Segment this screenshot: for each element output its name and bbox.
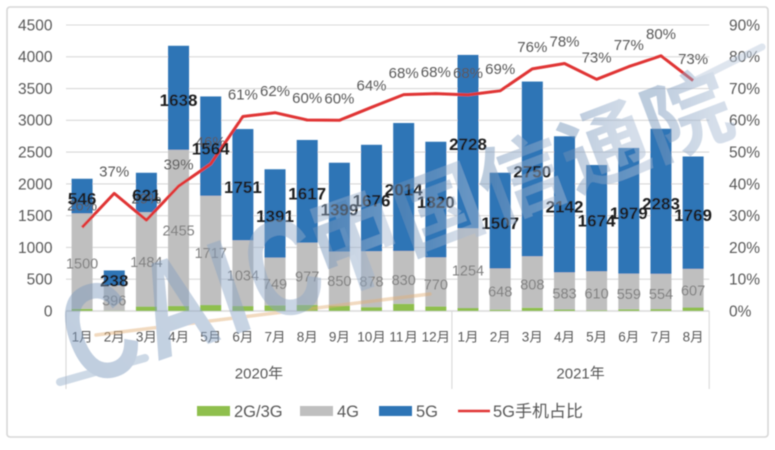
svg-text:6: 6 [618, 330, 626, 345]
svg-text:559: 559 [617, 287, 641, 303]
svg-text:770: 770 [424, 277, 448, 293]
svg-text:607: 607 [681, 284, 705, 300]
svg-text:2021: 2021 [556, 365, 589, 382]
svg-text:5: 5 [586, 330, 594, 345]
svg-text:60%: 60% [292, 90, 322, 107]
svg-text:4: 4 [554, 330, 562, 345]
svg-text:1769: 1769 [674, 206, 712, 225]
svg-text:10: 10 [357, 330, 372, 345]
svg-text:77%: 77% [614, 37, 644, 54]
svg-text:1: 1 [458, 330, 466, 345]
svg-text:1000: 1000 [18, 240, 53, 257]
svg-text:2: 2 [490, 330, 498, 345]
svg-text:610: 610 [584, 286, 608, 302]
svg-text:1751: 1751 [224, 178, 262, 197]
svg-text:68%: 68% [389, 65, 419, 82]
svg-text:2500: 2500 [18, 145, 53, 162]
svg-text:2020: 2020 [235, 365, 268, 382]
svg-text:546: 546 [68, 189, 96, 208]
svg-text:3: 3 [522, 330, 530, 345]
svg-text:76%: 76% [517, 39, 547, 56]
svg-text:39%: 39% [164, 156, 194, 173]
svg-text:69%: 69% [485, 61, 515, 78]
svg-text:1638: 1638 [160, 91, 198, 110]
svg-text:12: 12 [422, 330, 437, 345]
svg-text:20%: 20% [729, 240, 760, 257]
svg-text:4500: 4500 [18, 17, 53, 34]
svg-text:5G: 5G [493, 403, 515, 421]
svg-text:2728: 2728 [449, 135, 487, 154]
svg-text:60%: 60% [324, 91, 354, 108]
svg-text:1564: 1564 [192, 139, 230, 158]
svg-text:808: 808 [520, 278, 544, 294]
svg-text:73%: 73% [678, 51, 708, 68]
svg-text:2G/3G: 2G/3G [234, 403, 283, 421]
svg-text:0: 0 [44, 303, 53, 320]
svg-text:621: 621 [132, 186, 160, 205]
svg-text:0%: 0% [729, 303, 752, 320]
svg-text:10%: 10% [729, 272, 760, 289]
svg-text:78%: 78% [549, 34, 579, 51]
svg-text:40%: 40% [729, 176, 760, 193]
svg-text:554: 554 [649, 287, 673, 303]
svg-text:11: 11 [389, 330, 403, 345]
svg-text:648: 648 [488, 285, 512, 301]
svg-text:50%: 50% [729, 145, 760, 162]
svg-text:37%: 37% [99, 164, 129, 181]
svg-text:4G: 4G [337, 403, 359, 421]
svg-text:73%: 73% [582, 50, 612, 67]
svg-text:70%: 70% [729, 81, 760, 98]
svg-text:4000: 4000 [18, 49, 53, 66]
svg-text:62%: 62% [260, 83, 290, 100]
svg-text:7: 7 [651, 330, 659, 345]
svg-text:5G: 5G [416, 403, 438, 421]
svg-text:68%: 68% [453, 65, 483, 82]
svg-text:68%: 68% [421, 64, 451, 81]
svg-text:30%: 30% [729, 208, 760, 225]
svg-text:1500: 1500 [18, 208, 53, 225]
svg-text:61%: 61% [228, 87, 258, 104]
svg-text:3500: 3500 [18, 81, 53, 98]
svg-text:64%: 64% [356, 78, 386, 95]
svg-text:90%: 90% [729, 17, 760, 34]
svg-text:8: 8 [683, 330, 691, 345]
svg-text:3000: 3000 [18, 113, 53, 130]
svg-text:80%: 80% [646, 26, 676, 43]
svg-text:583: 583 [552, 286, 576, 302]
svg-text:1254: 1254 [452, 264, 484, 280]
svg-text:2000: 2000 [18, 176, 53, 193]
